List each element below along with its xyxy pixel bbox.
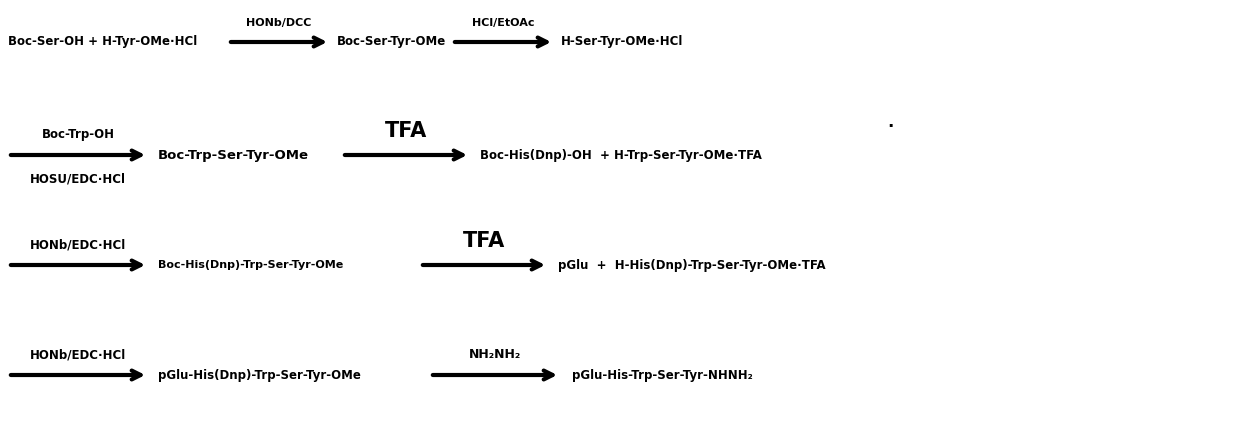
Text: Boc-Trp-OH: Boc-Trp-OH xyxy=(41,128,114,141)
Text: Boc-Ser-Tyr-OMe: Boc-Ser-Tyr-OMe xyxy=(337,36,446,49)
Text: HOSU/EDC·HCl: HOSU/EDC·HCl xyxy=(30,173,126,186)
Text: pGlu  +  H-His(Dnp)-Trp-Ser-Tyr-OMe·TFA: pGlu + H-His(Dnp)-Trp-Ser-Tyr-OMe·TFA xyxy=(558,259,825,272)
Text: HONb/EDC·HCl: HONb/EDC·HCl xyxy=(30,348,126,361)
Text: pGlu-His(Dnp)-Trp-Ser-Tyr-OMe: pGlu-His(Dnp)-Trp-Ser-Tyr-OMe xyxy=(159,368,361,381)
Text: HCl/EtOAc: HCl/EtOAc xyxy=(472,18,534,28)
Text: Boc-Trp-Ser-Tyr-OMe: Boc-Trp-Ser-Tyr-OMe xyxy=(159,148,309,161)
Text: pGlu-His-Trp-Ser-Tyr-NHNH₂: pGlu-His-Trp-Ser-Tyr-NHNH₂ xyxy=(572,368,753,381)
Text: TFA: TFA xyxy=(385,121,427,141)
Text: TFA: TFA xyxy=(463,231,506,251)
Text: HONb/DCC: HONb/DCC xyxy=(247,18,312,28)
Text: H-Ser-Tyr-OMe·HCl: H-Ser-Tyr-OMe·HCl xyxy=(561,36,684,49)
Text: Boc-His(Dnp)-OH  + H-Trp-Ser-Tyr-OMe·TFA: Boc-His(Dnp)-OH + H-Trp-Ser-Tyr-OMe·TFA xyxy=(479,148,762,161)
Text: HONb/EDC·HCl: HONb/EDC·HCl xyxy=(30,238,126,251)
Text: Boc-Ser-OH + H-Tyr-OMe·HCl: Boc-Ser-OH + H-Tyr-OMe·HCl xyxy=(7,36,197,49)
Text: ·: · xyxy=(887,118,893,136)
Text: NH₂NH₂: NH₂NH₂ xyxy=(468,348,522,361)
Text: Boc-His(Dnp)-Trp-Ser-Tyr-OMe: Boc-His(Dnp)-Trp-Ser-Tyr-OMe xyxy=(159,260,343,270)
